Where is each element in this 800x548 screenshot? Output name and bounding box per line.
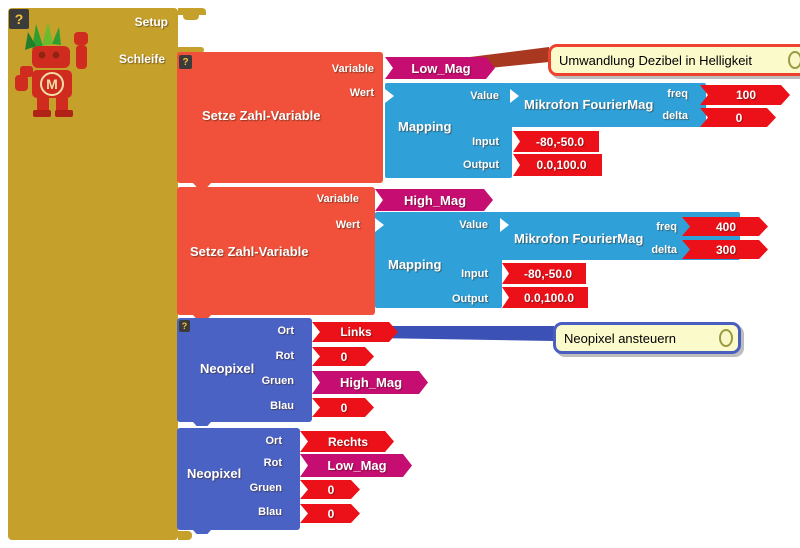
- output-value-2[interactable]: 0.0,100.0: [502, 287, 588, 308]
- comment-collapse-button[interactable]: [719, 329, 733, 347]
- block-title: Neopixel: [187, 466, 242, 481]
- block-title: Neopixel: [200, 361, 255, 376]
- output-socket-label: Output: [451, 293, 488, 305]
- blau-value-1[interactable]: 0: [312, 398, 374, 417]
- program-block-foot: [178, 531, 192, 540]
- help-icon[interactable]: ?: [179, 55, 192, 69]
- help-icon[interactable]: ?: [9, 9, 29, 29]
- svg-text:M: M: [46, 76, 58, 92]
- loop-socket-lip: [178, 47, 204, 53]
- comment-text: Umwandlung Dezibel in Helligkeit: [559, 52, 752, 68]
- set-number-variable-block-1[interactable]: ? Variable Wert Setze Zahl-Variable: [177, 52, 383, 183]
- variable-plug-high-mag[interactable]: High_Mag: [375, 189, 493, 211]
- comment-bubble-1[interactable]: Umwandlung Dezibel in Helligkeit: [548, 44, 800, 76]
- freq-socket-label: freq: [656, 221, 677, 233]
- set-number-variable-block-2[interactable]: Variable Wert Setze Zahl-Variable: [177, 187, 375, 315]
- gruen-value-1[interactable]: High_Mag: [312, 371, 428, 394]
- value-socket-label: Value: [459, 219, 488, 231]
- setup-socket-tab: [183, 13, 199, 20]
- mapping-block-1[interactable]: Value Mapping Input Output: [385, 83, 512, 178]
- gruen-value-2[interactable]: 0: [300, 480, 360, 499]
- input-value-1[interactable]: -80,-50.0: [513, 131, 599, 152]
- wert-socket-label: Wert: [349, 87, 374, 99]
- wert-socket-label: Wert: [335, 219, 360, 231]
- value-socket-label: Value: [470, 90, 499, 102]
- ort-socket-label: Ort: [265, 435, 283, 447]
- comment-bubble-2[interactable]: Neopixel ansteuern: [553, 322, 741, 354]
- gruen-socket-label: Gruen: [261, 375, 294, 387]
- rot-value-1[interactable]: 0: [312, 347, 374, 366]
- help-icon[interactable]: ?: [179, 320, 190, 332]
- robot-logo: M: [15, 22, 88, 117]
- rot-value-2[interactable]: Low_Mag: [300, 454, 412, 477]
- delta-value-2[interactable]: 300: [682, 240, 768, 259]
- blau-value-2[interactable]: 0: [300, 504, 360, 523]
- output-value-1[interactable]: 0.0,100.0: [513, 154, 602, 176]
- setup-socket-arm: [178, 8, 206, 15]
- output-socket-label: Output: [462, 159, 499, 171]
- blau-socket-label: Blau: [270, 400, 294, 412]
- program-block[interactable]: ? M Setup Schleife: [8, 8, 178, 540]
- ort-value-2[interactable]: Rechts: [300, 431, 394, 452]
- mikrofon-fouriermag-block-1[interactable]: Mikrofon FourierMag freq delta: [510, 83, 706, 127]
- variable-plug-low-mag[interactable]: Low_Mag: [385, 57, 495, 79]
- input-value-2[interactable]: -80,-50.0: [502, 263, 586, 284]
- neopixel-block-1[interactable]: ? Ort Rot Neopixel Gruen Blau: [177, 318, 312, 422]
- comment-collapse-button[interactable]: [788, 51, 800, 69]
- block-title: Setze Zahl-Variable: [190, 244, 309, 259]
- block-title: Mikrofon FourierMag: [514, 231, 644, 246]
- delta-value-1[interactable]: 0: [700, 108, 776, 127]
- delta-socket-label: delta: [662, 110, 688, 122]
- gruen-socket-label: Gruen: [249, 482, 282, 494]
- block-title: Setze Zahl-Variable: [202, 108, 321, 123]
- block-title: Mikrofon FourierMag: [524, 97, 654, 112]
- freq-value-1[interactable]: 100: [700, 85, 790, 105]
- block-title: Mapping: [388, 257, 442, 272]
- rot-socket-label: Rot: [275, 350, 294, 362]
- blau-socket-label: Blau: [258, 506, 282, 518]
- neopixel-block-2[interactable]: Ort Rot Neopixel Gruen Blau: [177, 428, 300, 530]
- freq-value-2[interactable]: 400: [682, 217, 768, 236]
- loop-slot-label: Schleife: [118, 52, 165, 66]
- ort-value-1[interactable]: Links: [312, 322, 398, 342]
- input-socket-label: Input: [472, 136, 499, 148]
- setup-slot-label: Setup: [134, 15, 168, 29]
- ort-socket-label: Ort: [277, 325, 295, 337]
- delta-socket-label: delta: [651, 244, 677, 256]
- variable-socket-label: Variable: [331, 63, 374, 75]
- block-title: Mapping: [398, 119, 452, 134]
- comment-text: Neopixel ansteuern: [564, 330, 677, 346]
- variable-socket-label: Variable: [316, 193, 359, 205]
- comment2-connector: [374, 326, 554, 341]
- rot-socket-label: Rot: [263, 457, 282, 469]
- freq-socket-label: freq: [667, 88, 688, 100]
- mapping-block-2[interactable]: Value Mapping Input Output: [375, 212, 502, 308]
- input-socket-label: Input: [461, 268, 488, 280]
